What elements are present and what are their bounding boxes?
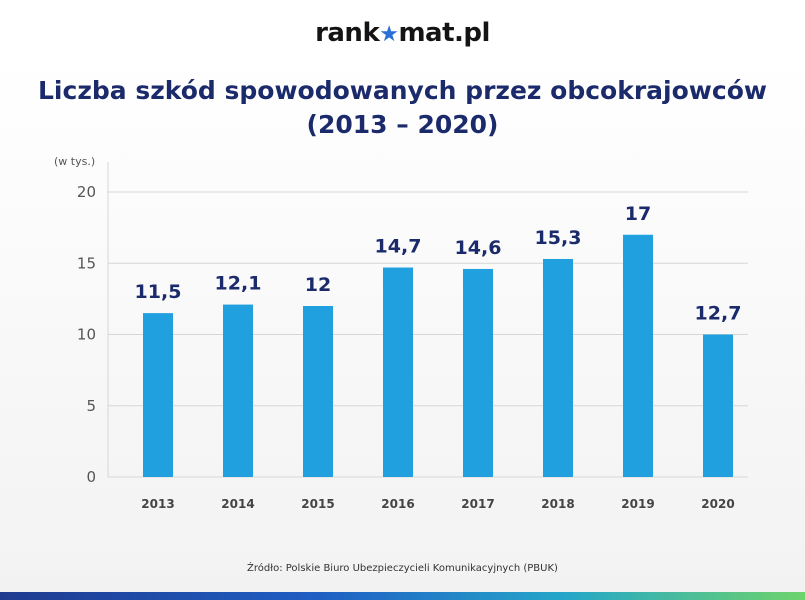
data-label-2020: 12,7 <box>695 303 742 325</box>
x-tick-label-2015: 2015 <box>301 497 334 511</box>
data-label-2013: 11,5 <box>135 281 182 303</box>
bar-2018 <box>543 258 573 477</box>
y-tick-label: 0 <box>86 468 96 486</box>
y-tick-label: 10 <box>77 326 96 344</box>
chart-title-line1: Liczba szkód spowodowanych przez obcokra… <box>38 76 767 105</box>
bar-2016 <box>383 267 413 477</box>
logo-star-icon: ★ <box>379 22 399 47</box>
chart-title-line2: (2013 – 2020) <box>306 110 499 139</box>
x-tick-label-2020: 2020 <box>701 497 734 511</box>
logo-prefix: rank <box>315 18 380 48</box>
x-tick-label-2016: 2016 <box>381 497 414 511</box>
logo: rank★mat.pl <box>0 18 805 48</box>
bar-2019 <box>623 234 653 477</box>
logo-suffix: mat.pl <box>398 18 490 48</box>
y-tick-label: 15 <box>77 254 96 272</box>
data-label-2014: 12,1 <box>215 273 262 295</box>
bar-2017 <box>463 268 493 477</box>
data-label-2015: 12 <box>305 274 331 296</box>
bar-2013 <box>143 313 173 477</box>
bar-chart: (w tys.) 0 5 10 15 20 11,5 2013 12,1 2014 12 2015 14… <box>54 155 748 511</box>
y-tick-label: 20 <box>77 183 96 201</box>
data-label-2018: 15,3 <box>535 227 582 249</box>
data-label-2017: 14,6 <box>455 237 502 259</box>
bar-2020 <box>703 334 733 477</box>
bar-2014 <box>223 304 253 477</box>
x-tick-label-2018: 2018 <box>541 497 574 511</box>
source-note: Źródło: Polskie Biuro Ubezpieczycieli Ko… <box>247 563 558 574</box>
data-label-2019: 17 <box>625 203 651 225</box>
x-tick-label-2014: 2014 <box>221 497 254 511</box>
bar-2015 <box>303 306 333 477</box>
y-tick-label: 5 <box>86 397 96 415</box>
chart-title: Liczba szkód spowodowanych przez obcokra… <box>0 74 805 142</box>
data-label-2016: 14,7 <box>375 236 422 258</box>
x-tick-label-2019: 2019 <box>621 497 654 511</box>
y-axis-unit-label: (w tys.) <box>54 155 95 168</box>
x-tick-label-2017: 2017 <box>461 497 494 511</box>
bottom-gradient-bar <box>0 592 805 600</box>
x-tick-label-2013: 2013 <box>141 497 174 511</box>
